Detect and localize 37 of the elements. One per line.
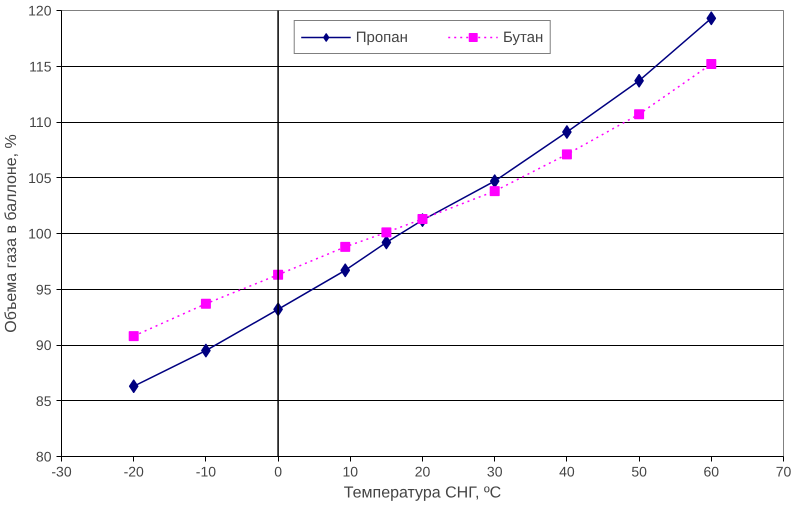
point <box>381 227 392 238</box>
y-tick-label: 105 <box>28 170 52 186</box>
y-axis-title: Объема газа в баллоне, % <box>3 134 20 333</box>
x-tick-label: 70 <box>776 464 792 480</box>
x-tick-label: 40 <box>559 464 575 480</box>
y-tick-label: 90 <box>36 337 52 353</box>
point <box>128 379 139 394</box>
y-tick-label: 120 <box>28 2 52 18</box>
x-tick-label: 50 <box>631 464 648 480</box>
x-axis-title: Температура СНГ, ºC <box>344 484 502 502</box>
x-tick-label: 20 <box>414 464 430 480</box>
point <box>200 298 211 309</box>
point <box>490 174 500 188</box>
y-tick-label: 100 <box>28 226 52 242</box>
x-tick-label: -30 <box>51 464 72 480</box>
y-tick-label: 115 <box>29 58 52 74</box>
y-tick-label: 110 <box>29 114 52 130</box>
x-tick-label: -10 <box>196 464 216 480</box>
point <box>634 109 644 120</box>
point <box>562 149 572 160</box>
x-tick-label: 10 <box>342 464 358 480</box>
x-tick-label: 60 <box>704 464 720 480</box>
y-tick-label: 95 <box>36 281 52 298</box>
x-tick-label: 30 <box>486 464 503 480</box>
y-tick-label: 85 <box>36 392 52 409</box>
point <box>340 263 350 278</box>
point <box>418 214 428 224</box>
x-tick-label: 0 <box>274 464 282 480</box>
point <box>128 331 139 342</box>
point <box>490 186 500 196</box>
point <box>340 242 350 252</box>
legend-label: Бутан <box>502 28 544 46</box>
point <box>706 59 716 70</box>
y-tick-label: 80 <box>36 448 52 464</box>
point <box>706 11 716 26</box>
legend-label: Пропан <box>356 28 408 46</box>
x-tick-label: -20 <box>124 464 144 480</box>
